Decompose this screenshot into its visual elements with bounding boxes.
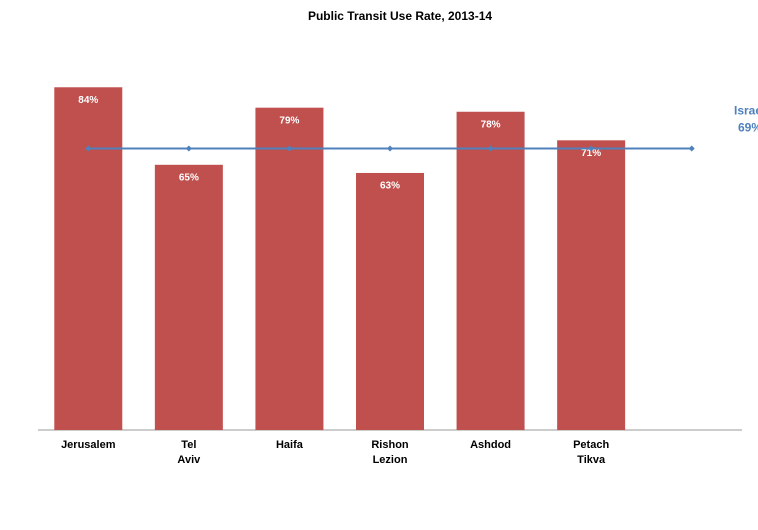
bar: [557, 140, 626, 430]
bar: [255, 107, 324, 431]
x-tick-label: Tel Aviv: [177, 439, 201, 466]
reference-marker: [85, 145, 92, 152]
x-tick-label: Petach Tikva: [573, 439, 610, 466]
chart-title: Public Transit Use Rate, 2013-14: [308, 9, 492, 23]
data-label: 84%: [78, 95, 98, 106]
x-tick-label: Rishon Lezion: [371, 439, 409, 466]
bar: [456, 111, 525, 430]
data-label: 71%: [581, 148, 601, 159]
x-tick-label: Haifa: [275, 439, 303, 451]
reference-marker: [185, 145, 192, 152]
bar: [54, 87, 123, 430]
x-tick-label: Ashdod: [470, 439, 512, 451]
reference-marker: [688, 145, 695, 152]
reference-marker: [487, 145, 494, 152]
data-label: 79%: [279, 115, 299, 126]
reference-marker: [588, 145, 595, 152]
data-label: 78%: [481, 119, 501, 130]
reference-label: 69%: [738, 121, 758, 135]
reference-marker: [286, 145, 293, 152]
bar: [154, 164, 223, 431]
bar: [356, 172, 424, 430]
reference-marker: [387, 145, 393, 152]
x-tick-label: Jerusalem: [61, 439, 116, 451]
reference-name: Israel: [734, 104, 758, 118]
data-label: 63%: [380, 181, 400, 192]
data-label: 65%: [179, 172, 199, 183]
